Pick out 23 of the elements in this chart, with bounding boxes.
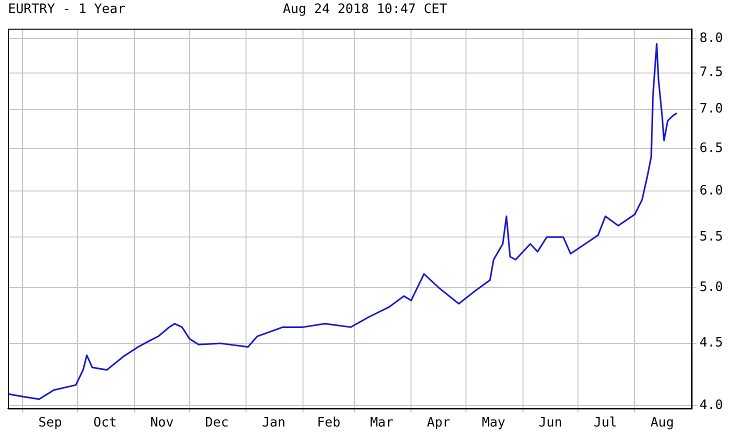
x-tick-label: Apr [426,416,451,431]
x-tick-label: Jul [594,416,618,431]
chart-subtitle: Aug 24 2018 10:47 CET [282,2,448,17]
y-tick-label: 7.5 [700,65,724,80]
y-tick-label: 4.0 [700,398,724,414]
x-tick-label: Oct [93,416,117,431]
x-tick-label: Aug [650,416,674,431]
x-tick-label: Jun [538,416,562,431]
y-tick-label: 5.5 [700,229,724,244]
y-tick-label: 5.0 [700,280,724,295]
x-tick-label: May [482,416,506,431]
x-tick-label: Jan [262,416,286,431]
y-tick-label: 6.0 [700,183,724,198]
x-tick-label: Dec [205,416,229,431]
y-tick-label: 8.0 [700,31,724,46]
y-tick-label: 7.0 [700,102,724,117]
x-tick-label: Feb [316,416,341,431]
x-tick-label: Nov [150,416,174,431]
x-tick-label: Sep [38,416,62,431]
chart-title: EURTRY - 1 Year [8,2,126,17]
y-tick-label: 4.5 [700,336,724,351]
y-tick-label: 6.5 [700,140,724,156]
x-tick-label: Mar [370,416,394,431]
